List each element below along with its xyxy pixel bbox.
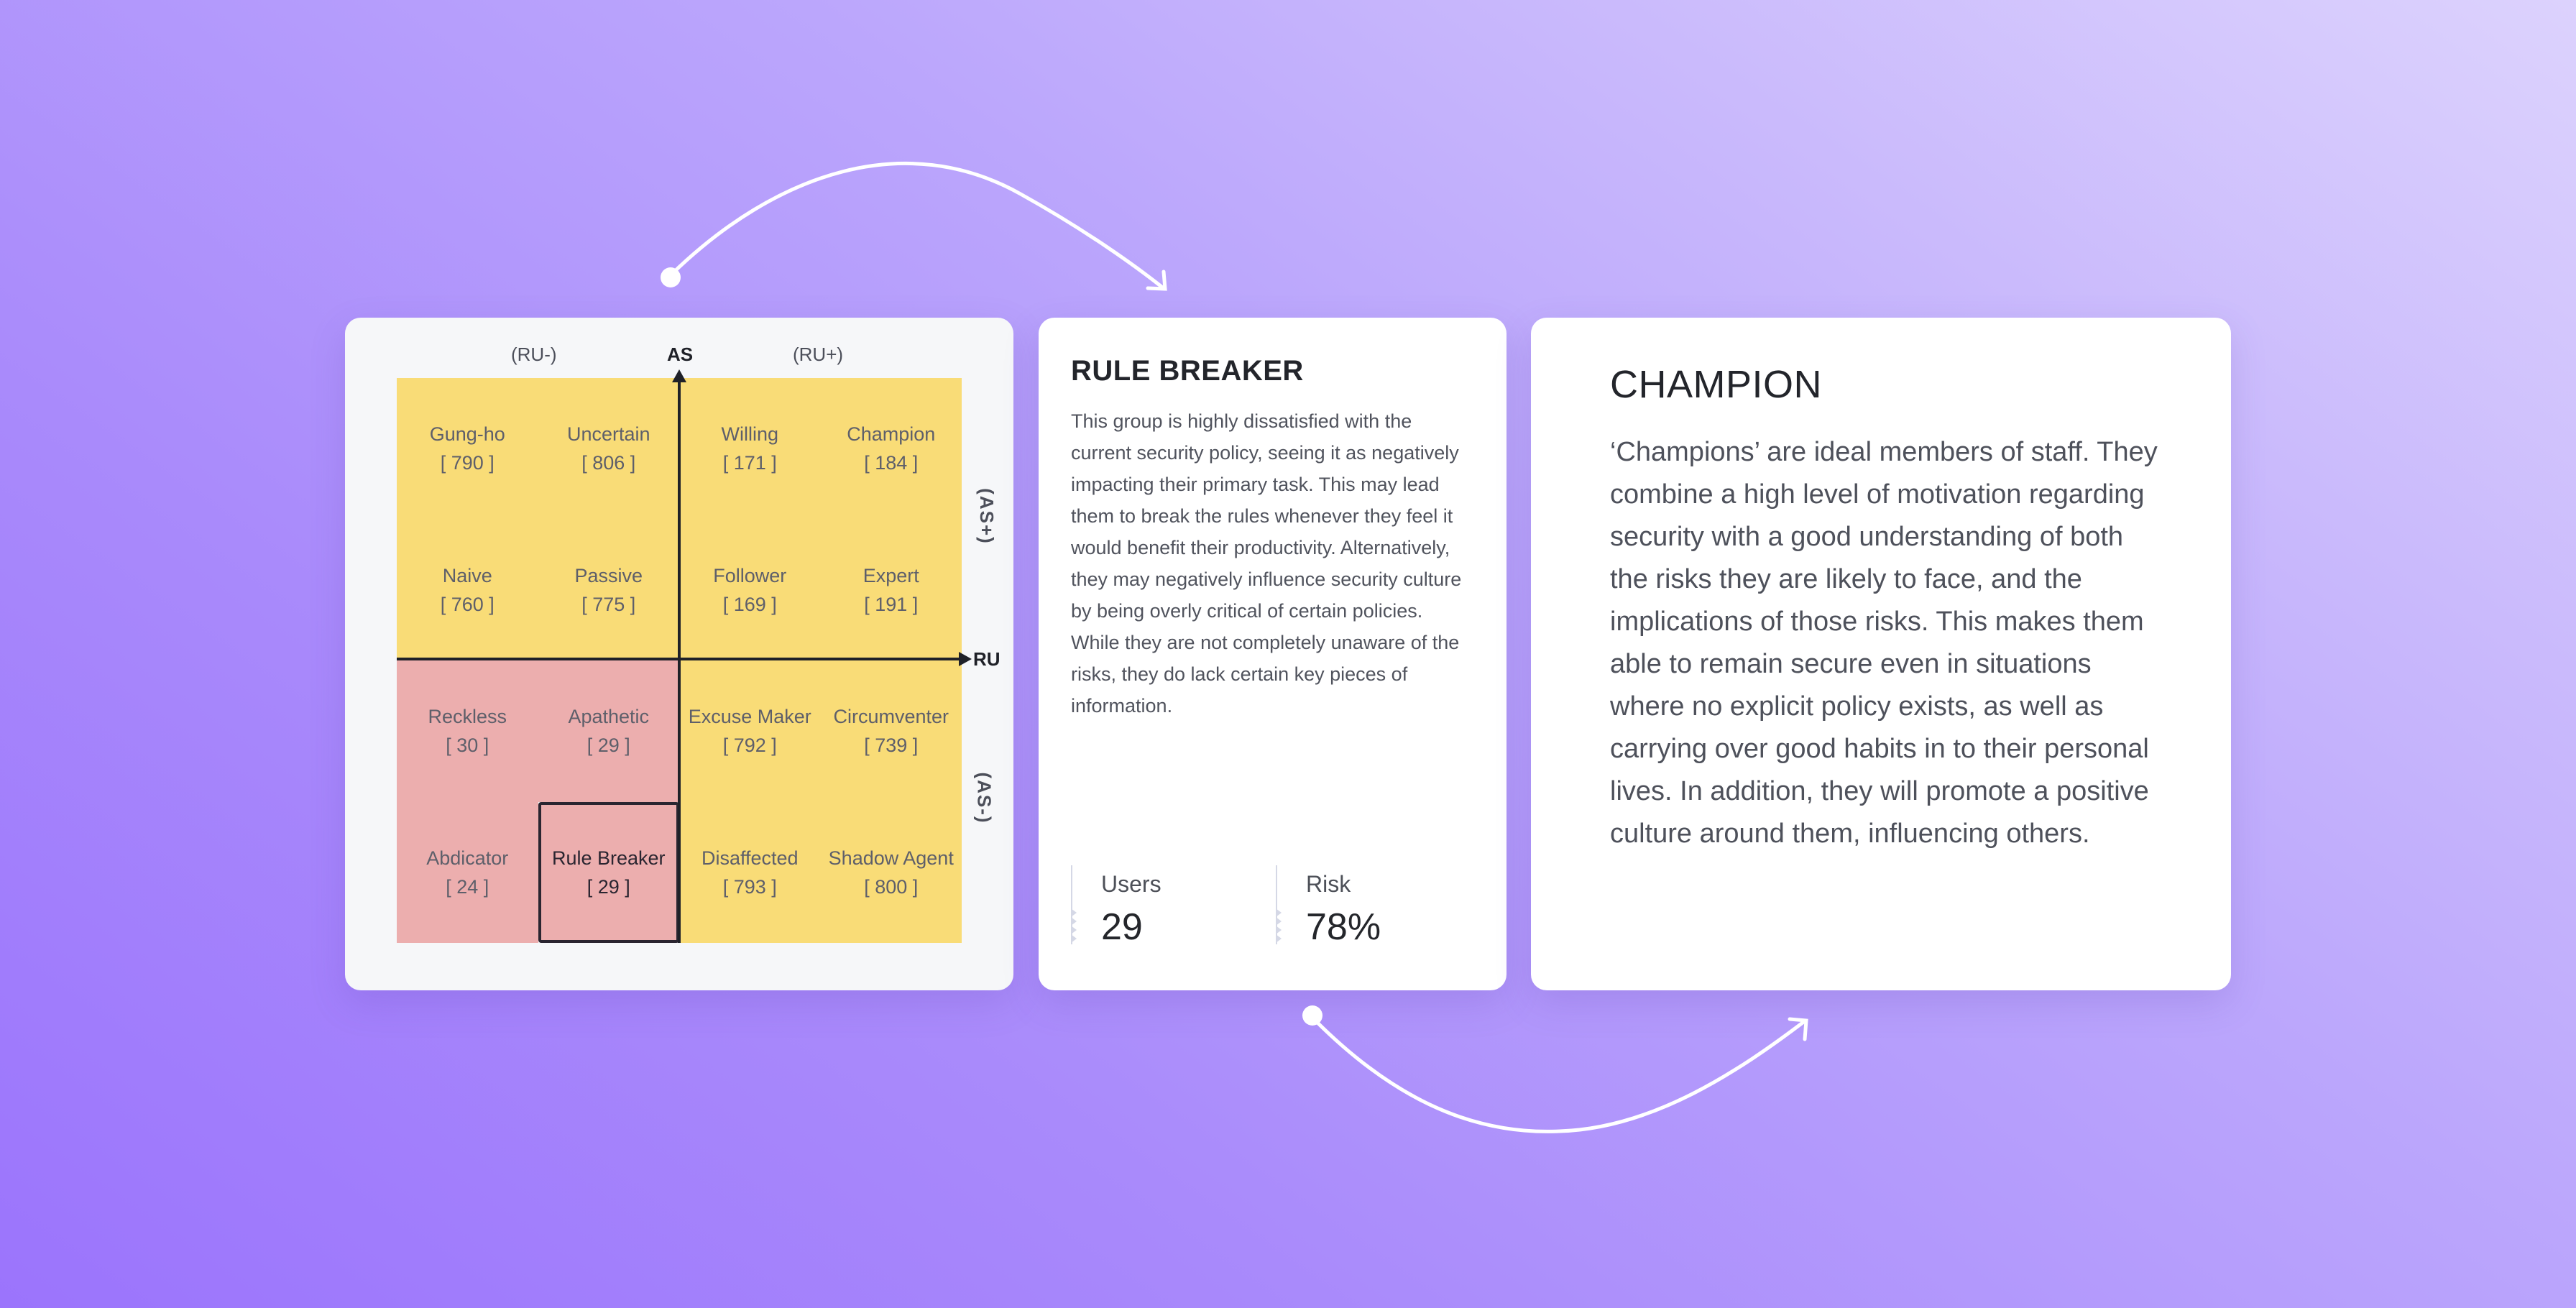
- segment-count: [ 792 ]: [722, 734, 777, 757]
- segment-cell[interactable]: Naive [ 760 ]: [397, 519, 538, 660]
- segment-cell[interactable]: Reckless [ 30 ]: [397, 660, 538, 802]
- as-axis-label: AS: [667, 344, 694, 365]
- segment-cell[interactable]: Disaffected [ 793 ]: [679, 801, 821, 943]
- segment-count: [ 793 ]: [722, 875, 777, 898]
- segment-count: [ 30 ]: [446, 734, 489, 757]
- segment-name: Passive: [574, 564, 643, 586]
- segment-grid: Gung-ho [ 790 ] Uncertain [ 806 ] Willing […: [397, 378, 962, 943]
- segment-cell[interactable]: Champion [ 184 ]: [820, 378, 962, 520]
- segment-count: [ 184 ]: [864, 452, 919, 474]
- segment-count: [ 775 ]: [581, 593, 636, 615]
- segment-cell-selected[interactable]: Rule Breaker [ 29 ]: [538, 801, 679, 943]
- top-curved-arrow-icon: [669, 161, 1167, 291]
- ru-axis-label: RU: [973, 648, 1000, 670]
- segment-count: [ 806 ]: [581, 452, 636, 474]
- as-axis-line: [678, 378, 681, 943]
- ru-minus-label: (RU-): [511, 344, 557, 365]
- segment-name: Rule Breaker: [551, 847, 666, 869]
- segment-count: [ 29 ]: [586, 875, 630, 898]
- info-description: ‘Champions’ are ideal members of staff. …: [1610, 437, 2158, 849]
- segment-cell[interactable]: Apathetic [ 29 ]: [538, 660, 679, 802]
- detail-description: This group is highly dissatisfied with t…: [1071, 410, 1462, 717]
- segment-name: Disaffected: [701, 847, 799, 869]
- segment-name: Excuse Maker: [688, 706, 811, 728]
- segment-name: Uncertain: [566, 423, 650, 446]
- risk-label: Risk: [1306, 871, 1351, 897]
- segment-count: [ 790 ]: [440, 452, 494, 474]
- segment-name: Expert: [862, 564, 919, 586]
- as-minus-label: (AS-): [973, 772, 995, 824]
- segment-cell[interactable]: Gung-ho [ 790 ]: [397, 378, 538, 520]
- risk-stat: Risk 78%: [1276, 865, 1448, 948]
- bottom-curved-arrow-icon: [1313, 1017, 1808, 1133]
- segment-cell[interactable]: Shadow Agent [ 800 ]: [820, 801, 962, 943]
- segment-name: Apathetic: [568, 706, 650, 728]
- segment-cell[interactable]: Willing [ 171 ]: [679, 378, 821, 520]
- users-label: Users: [1101, 871, 1162, 897]
- ru-axis-arrowhead-icon: [959, 652, 972, 666]
- ru-axis-line: [397, 658, 962, 660]
- users-value: 29: [1101, 906, 1143, 948]
- segment-name: Abdicator: [426, 847, 509, 869]
- segment-name: Reckless: [428, 706, 507, 728]
- risk-value: 78%: [1306, 906, 1381, 948]
- segment-count: [ 760 ]: [440, 593, 494, 615]
- segment-name: Naive: [442, 564, 492, 586]
- segment-name: Willing: [721, 423, 778, 446]
- segment-name: Circumventer: [833, 706, 949, 728]
- segment-detail-card: RULE BREAKER This group is highly dissat…: [1039, 318, 1506, 990]
- segment-cell[interactable]: Follower [ 169 ]: [679, 519, 821, 660]
- segment-cell[interactable]: Passive [ 775 ]: [538, 519, 679, 660]
- segment-cell[interactable]: Expert [ 191 ]: [820, 519, 962, 660]
- segment-count: [ 169 ]: [722, 593, 777, 615]
- segment-cell[interactable]: Abdicator [ 24 ]: [397, 801, 538, 943]
- champion-info-card: CHAMPION ‘Champions’ are ideal members o…: [1531, 318, 2231, 990]
- segment-count: [ 191 ]: [864, 593, 919, 615]
- segment-name: Follower: [713, 564, 787, 586]
- users-stat: Users 29: [1071, 865, 1243, 948]
- as-axis-arrowhead-icon: [672, 369, 686, 382]
- top-arrow-start-dot-icon: [661, 267, 681, 287]
- stat-divider: [1276, 865, 1277, 944]
- bottom-arrow-start-dot-icon: [1302, 1005, 1322, 1026]
- segment-count: [ 739 ]: [864, 734, 919, 757]
- segment-count: [ 29 ]: [586, 734, 630, 757]
- segment-cell[interactable]: Excuse Maker [ 792 ]: [679, 660, 821, 802]
- segment-matrix-card: (RU-) AS (RU+) Gung-ho [ 790 ] Uncertain […: [345, 318, 1013, 990]
- stat-notch-icon: [1071, 908, 1077, 943]
- segment-cell[interactable]: Circumventer [ 739 ]: [820, 660, 962, 802]
- segment-cell[interactable]: Uncertain [ 806 ]: [538, 378, 679, 520]
- segment-count: [ 800 ]: [864, 875, 919, 898]
- detail-title: RULE BREAKER: [1071, 355, 1304, 387]
- info-title: CHAMPION: [1610, 363, 1823, 406]
- segment-count: [ 171 ]: [722, 452, 777, 474]
- segment-name: Shadow Agent: [828, 847, 954, 869]
- stat-divider: [1071, 865, 1072, 944]
- as-plus-label: (AS+): [975, 488, 998, 545]
- ru-plus-label: (RU+): [793, 344, 844, 365]
- segment-name: Gung-ho: [429, 423, 505, 446]
- stat-notch-icon: [1276, 908, 1282, 943]
- segment-count: [ 24 ]: [446, 875, 489, 898]
- segment-name: Champion: [847, 423, 936, 446]
